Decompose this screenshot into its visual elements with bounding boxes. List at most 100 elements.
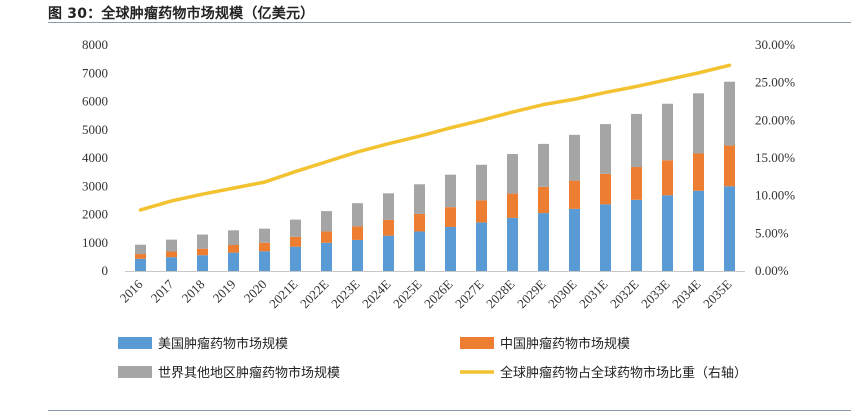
bar-segment [693, 153, 704, 191]
legend-swatch [118, 366, 152, 378]
x-axis-tick-label: 2021E [266, 276, 301, 311]
bar-segment [290, 219, 301, 237]
bar-segment [507, 217, 518, 271]
bar-segment [476, 222, 487, 271]
bar-segment [135, 258, 146, 271]
bar-segment [414, 184, 425, 214]
bar-segment [197, 255, 208, 271]
bar-segment [662, 103, 673, 161]
left-axis-tick-label: 0 [102, 263, 109, 278]
bar-segment [631, 199, 642, 271]
x-axis-tick-label: 2023E [328, 276, 363, 311]
bar-segment [507, 193, 518, 218]
bar-segment [321, 231, 332, 243]
bar-segment [166, 257, 177, 271]
bar-segment [445, 207, 456, 227]
bar-segment [600, 124, 611, 174]
legend-label: 中国肿瘤药物市场规模 [500, 336, 630, 352]
x-axis-tick-label: 2022E [297, 276, 332, 311]
left-axis-tick-label: 6000 [82, 94, 108, 109]
bar-segment [414, 213, 425, 232]
left-axis-tick-label: 1000 [82, 235, 108, 250]
bar-segment [197, 248, 208, 256]
bar-segment [724, 186, 735, 271]
right-axis-tick-label: 0.00% [755, 263, 789, 278]
bottom-rule [48, 410, 851, 411]
x-axis-tick-label: 2026E [421, 276, 456, 311]
bar-segment [662, 160, 673, 196]
bar-segment [321, 242, 332, 271]
x-axis-tick-label: 2025E [390, 276, 425, 311]
bar-segment [662, 195, 673, 271]
x-axis-tick-label: 2032E [607, 276, 642, 311]
bar-segment [631, 167, 642, 200]
legend-swatch [118, 337, 152, 349]
bar-segment [228, 252, 239, 271]
bar-segment [538, 186, 549, 214]
right-axis-tick-label: 25.00% [755, 75, 795, 90]
x-axis-tick-label: 2016 [117, 276, 146, 305]
bar-segment [569, 180, 580, 209]
left-axis-tick-label: 3000 [82, 178, 108, 193]
right-axis-tick-label: 10.00% [755, 188, 795, 203]
bar-segment [135, 244, 146, 255]
bar-segment [569, 134, 580, 181]
bar-segment [166, 251, 177, 258]
bar-segment [600, 204, 611, 271]
bar-segment [352, 226, 363, 240]
bar-segment [166, 239, 177, 252]
bars-layer [135, 81, 735, 271]
bar-segment [538, 143, 549, 187]
bar-segment [259, 242, 270, 252]
x-axis-tick-label: 2031E [576, 276, 611, 311]
x-axis-tick-label: 2028E [483, 276, 518, 311]
bar-segment [631, 113, 642, 168]
line-layer [138, 63, 732, 212]
x-axis-tick-label: 2019 [210, 277, 239, 306]
left-axis-tick-label: 7000 [82, 65, 108, 80]
x-axis-tick-label: 2030E [545, 276, 580, 311]
bar-segment [197, 234, 208, 249]
bar-segment [259, 228, 270, 243]
right-axis-tick-label: 20.00% [755, 112, 795, 127]
legend-label: 全球肿瘤药物占全球药物市场比重（右轴） [500, 365, 747, 381]
right-axis-tick-label: 15.00% [755, 150, 795, 165]
bar-segment [693, 190, 704, 271]
bar-segment [321, 211, 332, 232]
x-axis-tick-label: 2034E [669, 276, 704, 311]
bar-segment [414, 231, 425, 271]
bar-segment [476, 164, 487, 201]
top-rule [48, 22, 851, 23]
x-axis-tick-label: 2018 [179, 277, 208, 306]
bar-segment [445, 174, 456, 208]
bar-segment [724, 81, 735, 146]
bar-segment [383, 193, 394, 220]
left-axis-tick-label: 5000 [82, 122, 108, 137]
bar-segment [600, 173, 611, 205]
bar-segment [383, 235, 394, 271]
x-axis-tick-label: 2017 [148, 276, 177, 305]
right-axis-tick-label: 30.00% [755, 37, 795, 52]
bar-segment [693, 93, 704, 154]
x-axis-tick-label: 2027E [452, 276, 487, 311]
bar-segment [259, 251, 270, 271]
x-axis-tick-label: 2029E [514, 276, 549, 311]
legend-label: 世界其他地区肿瘤药物市场规模 [158, 365, 340, 381]
left-axis-tick-label: 4000 [82, 150, 108, 165]
x-axis-tick-label: 2024E [359, 276, 394, 311]
axes-layer: 0 1000 2000 3000 4000 5000 6000 7000 8000 0.00% 5.… [82, 37, 795, 311]
legend-swatch [460, 337, 494, 349]
bar-segment [352, 203, 363, 227]
bar-segment [507, 154, 518, 194]
bar-segment [724, 145, 735, 187]
left-axis-tick-label: 8000 [82, 37, 108, 52]
bar-segment [445, 226, 456, 271]
left-axis-tick-label: 2000 [82, 207, 108, 222]
bar-segment [290, 246, 301, 271]
legend-label: 美国肿瘤药物市场规模 [158, 336, 288, 352]
bar-segment [569, 208, 580, 271]
bar-segment [476, 200, 487, 223]
x-axis-tick-label: 2035E [700, 276, 735, 311]
